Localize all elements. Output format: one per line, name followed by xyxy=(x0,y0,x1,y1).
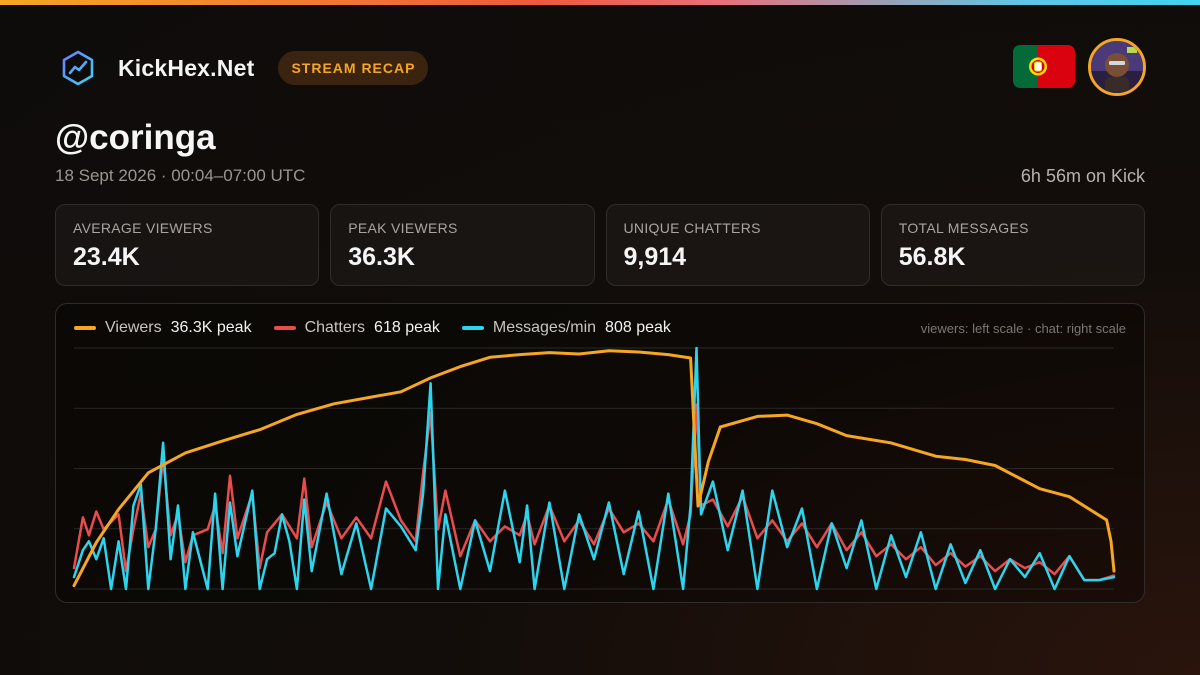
legend-name: Viewers xyxy=(105,319,162,336)
stat-card-unique-chatters: UNIQUE CHATTERS 9,914 xyxy=(605,204,870,286)
legend-item-chatters: Chatters 618 peak xyxy=(273,319,440,337)
stat-label: UNIQUE CHATTERS xyxy=(623,220,761,236)
legend-peak: 618 peak xyxy=(374,319,440,336)
series-line-chatters xyxy=(72,403,1116,582)
streamer-avatar xyxy=(1088,38,1146,96)
stat-card-average-viewers: AVERAGE VIEWERS 23.4K xyxy=(55,204,320,286)
portugal-flag-icon xyxy=(1013,45,1075,88)
chart-panel: Viewers 36.3K peak Chatters 618 peak Mes… xyxy=(55,303,1145,603)
stat-label: AVERAGE VIEWERS xyxy=(73,220,213,236)
stream-date-time: 18 Sept 2026 · 00:04–07:00 UTC xyxy=(55,166,306,185)
stream-duration: 6h 56m on Kick xyxy=(1020,166,1145,186)
stream-activity-chart xyxy=(72,346,1116,591)
legend-name: Messages/min xyxy=(492,319,597,336)
stat-label: TOTAL MESSAGES xyxy=(898,220,1029,236)
stat-label: PEAK VIEWERS xyxy=(348,220,458,236)
scale-note: viewers: left scale · chat: right scale xyxy=(920,321,1126,336)
series-line-messages-min xyxy=(72,346,1116,591)
legend-swatch-messages xyxy=(461,326,484,330)
legend-peak: 808 peak xyxy=(605,319,671,336)
chart-grid xyxy=(74,347,1114,590)
top-gradient-bar xyxy=(0,0,1200,5)
legend-swatch-viewers xyxy=(74,326,96,330)
stat-card-total-messages: TOTAL MESSAGES 56.8K xyxy=(880,204,1145,286)
brand-name: KickHex.Net xyxy=(118,54,255,81)
legend-name: Chatters xyxy=(304,319,366,336)
legend-swatch-chatters xyxy=(273,326,296,330)
streamer-handle: @coringa xyxy=(55,118,216,157)
stat-value: 23.4K xyxy=(73,243,140,271)
chart-legend: Viewers 36.3K peak Chatters 618 peak Mes… xyxy=(74,319,693,337)
stat-value: 9,914 xyxy=(623,243,687,271)
legend-peak: 36.3K peak xyxy=(170,319,252,336)
series-line-viewers xyxy=(72,349,1116,588)
stat-card-peak-viewers: PEAK VIEWERS 36.3K xyxy=(330,204,595,286)
legend-item-viewers: Viewers 36.3K peak xyxy=(74,319,252,337)
stats-cards: AVERAGE VIEWERS 23.4K PEAK VIEWERS 36.3K… xyxy=(55,204,1145,286)
chart-series xyxy=(72,346,1116,591)
stream-recap-badge: STREAM RECAP xyxy=(278,51,429,85)
legend-item-messages: Messages/min 808 peak xyxy=(461,319,671,337)
hex-chart-icon xyxy=(62,50,94,86)
brand-header: KickHex.Net STREAM RECAP xyxy=(60,50,429,86)
stat-value: 36.3K xyxy=(348,243,415,271)
stat-value: 56.8K xyxy=(898,243,966,271)
